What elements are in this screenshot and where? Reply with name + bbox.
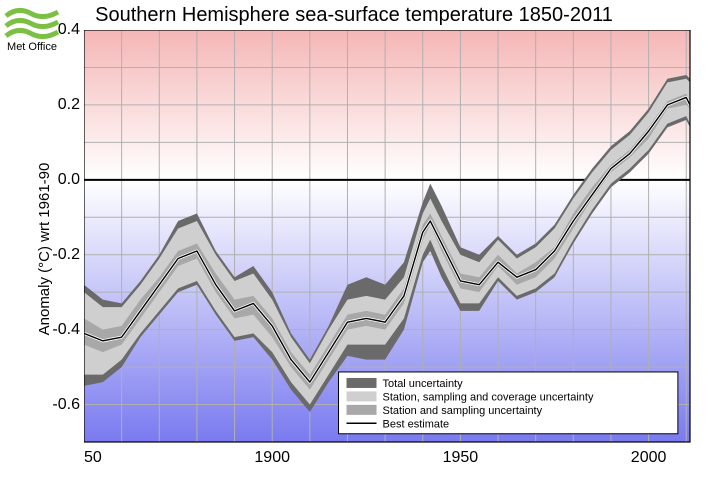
svg-text:Station, sampling and coverage: Station, sampling and coverage uncertain… (383, 391, 594, 403)
chart-title: Southern Hemisphere sea-surface temperat… (0, 4, 708, 27)
svg-text:1950: 1950 (443, 449, 479, 466)
svg-text:Total uncertainty: Total uncertainty (383, 378, 464, 390)
svg-text:2000: 2000 (631, 449, 667, 466)
y-tick-label: -0.4 (44, 321, 80, 339)
y-tick-label: 0.2 (44, 96, 80, 114)
y-tick-label: -0.6 (44, 396, 80, 414)
chart-svg: 1850190019502000Total uncertaintyStation… (84, 30, 694, 468)
y-tick-label: -0.2 (44, 246, 80, 264)
svg-text:Station and sampling uncertain: Station and sampling uncertainty (383, 405, 543, 417)
y-tick-label: 0.4 (44, 21, 80, 39)
page-root: Met Office Southern Hemisphere sea-surfa… (0, 0, 708, 504)
svg-text:1850: 1850 (84, 449, 102, 466)
svg-text:Best estimate: Best estimate (383, 418, 450, 430)
plot-area: 1850190019502000Total uncertaintyStation… (84, 30, 694, 468)
y-tick-label: 0.0 (44, 171, 80, 189)
svg-text:1900: 1900 (254, 449, 290, 466)
